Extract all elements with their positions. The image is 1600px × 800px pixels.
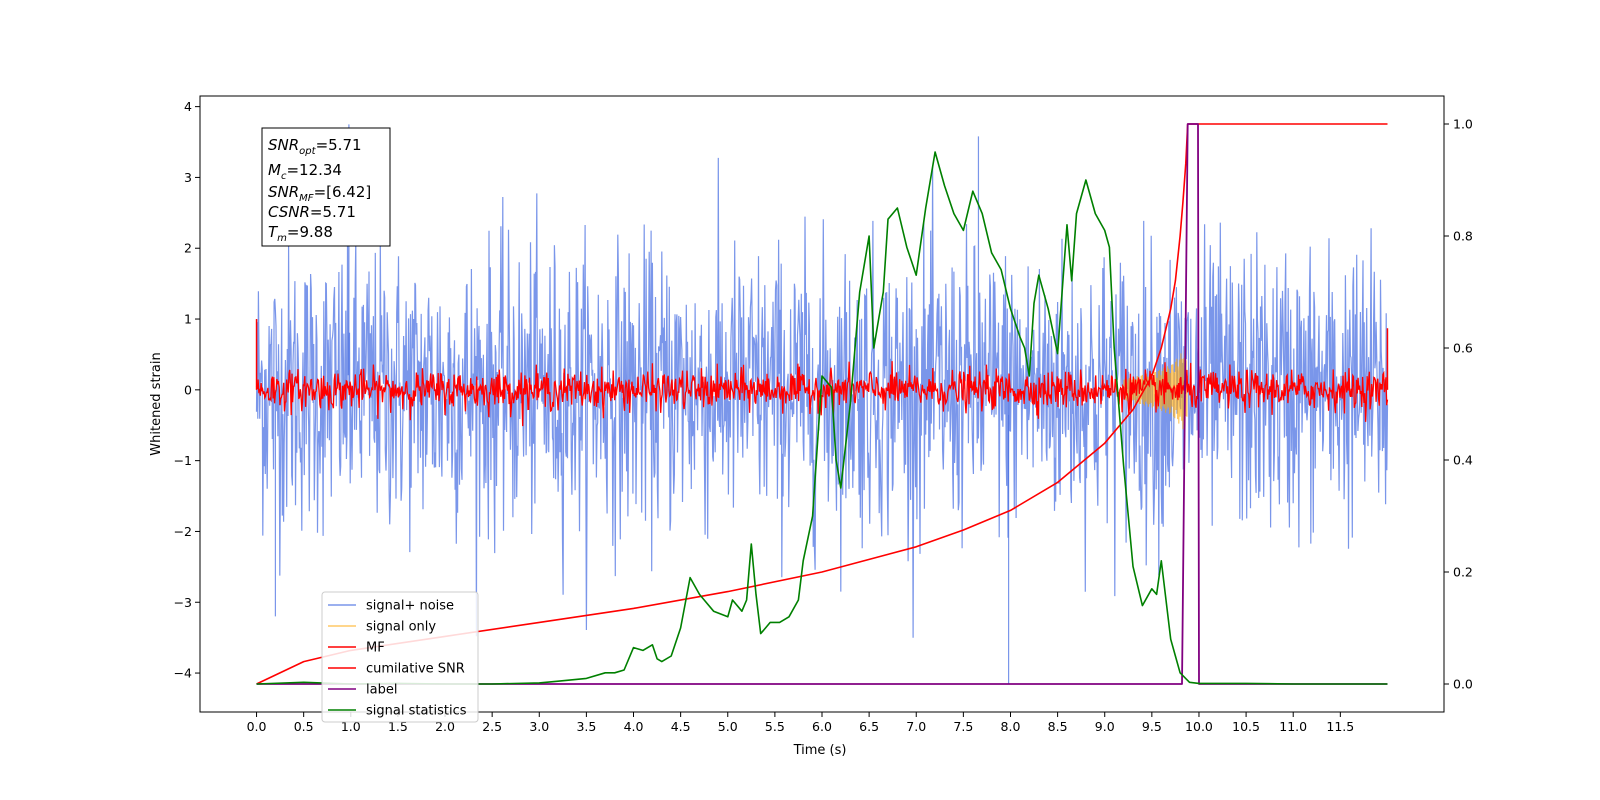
legend-label: signal+ noise: [366, 599, 454, 614]
y-axis-label: Whitened strain: [149, 352, 164, 455]
y2-tick-label: 1.0: [1453, 117, 1473, 132]
x-tick-label: 7.5: [953, 719, 973, 734]
x-tick-label: 2.5: [482, 719, 502, 734]
x-tick-label: 8.5: [1048, 719, 1068, 734]
y-tick-label: 4: [184, 99, 192, 114]
x-tick-label: 6.5: [859, 719, 879, 734]
x-tick-label: 1.0: [341, 719, 361, 734]
x-tick-label: 6.0: [812, 719, 832, 734]
y-tick-label: 1: [184, 312, 192, 327]
annotation-snr-opt: SNRopt=5.71: [268, 136, 362, 157]
legend-frame: [321, 591, 479, 723]
x-tick-label: 2.0: [435, 719, 455, 734]
x-tick-label: 7.0: [906, 719, 926, 734]
x-axis: 0.0 0.5 1.0 1.5 2.0 2.5 3.0 3.5 4.0 4.5 5.0 5.5 6.0 6…: [247, 712, 1354, 734]
y-tick-label: −1: [174, 453, 192, 468]
cumilative-snr-line: [256, 123, 1388, 685]
y2-tick-label: 0.4: [1453, 453, 1473, 468]
annotation-snr-mf: SNRMF=[6.42]: [268, 183, 371, 204]
y-tick-label: 0: [184, 382, 192, 397]
x-tick-label: 11.0: [1279, 719, 1307, 734]
signal-statistics-line: [256, 151, 1388, 685]
annotation-mc: Mc=12.34: [268, 161, 342, 182]
x-tick-label: 5.0: [718, 719, 738, 734]
x-tick-label: 10.5: [1232, 719, 1260, 734]
annotation-csnr: CSNR=5.71: [268, 203, 356, 221]
x-tick-label: 0.5: [294, 719, 314, 734]
x-tick-label: 8.0: [1001, 719, 1021, 734]
y-axis-left: −4 −3 −2 −1 0 1 2 3 4: [174, 99, 200, 681]
legend-label: signal statistics: [366, 704, 467, 719]
x-tick-label: 9.5: [1142, 719, 1162, 734]
y-tick-label: −3: [174, 595, 192, 610]
y-tick-label: 2: [184, 241, 192, 256]
plot-area: [255, 123, 1389, 685]
legend-label: label: [366, 683, 397, 698]
x-tick-label: 1.5: [388, 719, 408, 734]
y-tick-label: −4: [174, 666, 192, 681]
x-axis-label: Time (s): [793, 743, 847, 758]
x-tick-label: 9.0: [1095, 719, 1115, 734]
y2-tick-label: 0.6: [1453, 341, 1473, 356]
annotation-box: SNRopt=5.71 Mc=12.34 SNRMF=[6.42] CSNR=5…: [261, 127, 391, 247]
x-tick-label: 3.5: [576, 719, 596, 734]
x-tick-label: 5.5: [765, 719, 785, 734]
y-axis-right: 0.0 0.2 0.4 0.6 0.8 1.0: [1444, 117, 1473, 692]
x-tick-label: 3.0: [529, 719, 549, 734]
series-cumilative-snr: [256, 123, 1388, 685]
x-tick-label: 0.0: [247, 719, 267, 734]
x-tick-label: 4.5: [671, 719, 691, 734]
y2-tick-label: 0.8: [1453, 229, 1473, 244]
x-tick-label: 10.0: [1185, 719, 1213, 734]
y-tick-label: 3: [184, 170, 192, 185]
legend: signal+ noise signal only MF cumilative SNR…: [321, 591, 479, 723]
x-tick-label: 11.5: [1326, 719, 1354, 734]
y2-tick-label: 0.2: [1453, 565, 1473, 580]
y2-tick-label: 0.0: [1453, 677, 1473, 692]
legend-label: signal only: [366, 620, 436, 635]
x-tick-label: 4.0: [624, 719, 644, 734]
legend-label: MF: [366, 641, 385, 656]
legend-label: cumilative SNR: [366, 662, 465, 677]
annotation-tm: Tm=9.88: [268, 223, 333, 244]
y-tick-label: −2: [174, 524, 192, 539]
series-signal-statistics: [256, 151, 1388, 685]
